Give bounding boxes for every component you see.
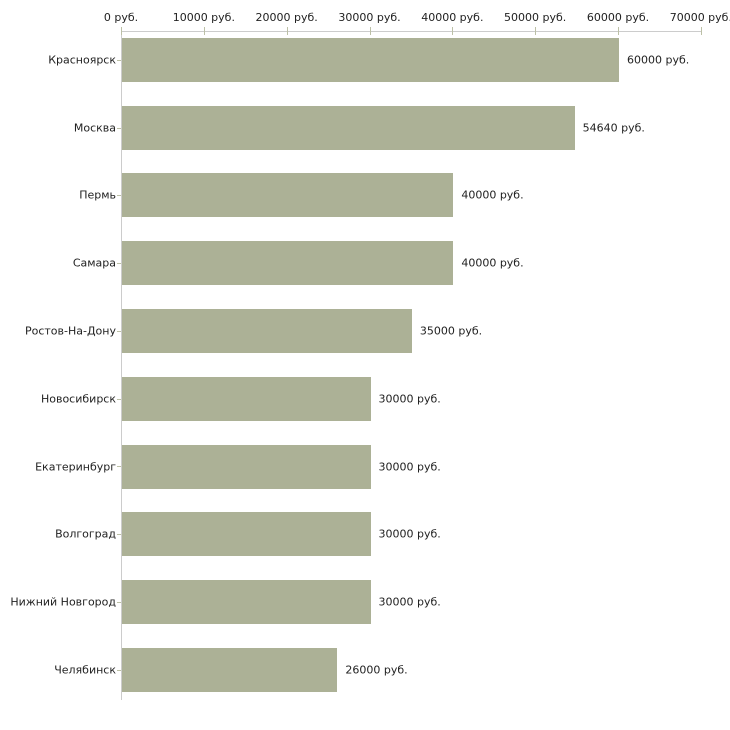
value-label: 54640 руб. [582, 121, 645, 134]
bar [122, 647, 338, 692]
bar [122, 580, 371, 625]
category-tick [117, 602, 121, 603]
value-label: 35000 руб. [419, 324, 483, 338]
category-tick [117, 60, 121, 61]
bar [122, 376, 371, 421]
category-tick [117, 195, 121, 196]
x-axis-tick [700, 27, 702, 35]
x-axis-line [121, 31, 702, 32]
category-label: Челябинск [54, 663, 116, 677]
x-axis-tick-label: 40000 руб. [421, 11, 484, 24]
x-axis-tick [535, 27, 537, 35]
value-label: 60000 руб. [627, 53, 690, 67]
category-label: Ростов-На-Дону [24, 324, 116, 338]
value-label: 40000 руб. [461, 188, 524, 202]
category-label: Самара [72, 256, 116, 270]
x-axis-tick-label: 10000 руб. [172, 11, 235, 24]
x-axis-tick-label: 60000 руб. [586, 11, 650, 24]
x-axis-tick-label: 50000 руб. [504, 11, 567, 24]
bar [122, 512, 371, 557]
bar [122, 444, 371, 489]
bar [122, 173, 454, 218]
category-tick [117, 466, 121, 467]
x-axis-tick [121, 27, 122, 35]
value-label: 30000 руб. [378, 527, 441, 541]
category-label: Пермь [79, 188, 116, 202]
category-tick [117, 128, 121, 129]
value-label: 30000 руб. [378, 595, 441, 609]
value-label: 30000 руб. [378, 392, 441, 406]
category-label: Нижний Новгород [10, 595, 116, 609]
category-tick [117, 670, 121, 671]
value-label: 26000 руб. [345, 663, 408, 677]
bar [122, 308, 412, 353]
x-axis-tick-label: 20000 руб. [255, 11, 318, 24]
bar [122, 37, 619, 82]
x-axis-tick [286, 27, 288, 35]
category-label: Екатеринбург [35, 460, 116, 473]
bar [122, 241, 454, 286]
value-label: 40000 руб. [461, 256, 524, 270]
bar [122, 105, 575, 150]
x-axis-tick-label: 70000 руб. [669, 11, 730, 24]
x-axis-tick [618, 27, 619, 35]
category-label: Красноярск [48, 53, 116, 67]
category-tick [117, 331, 121, 332]
x-axis-tick-label: 0 руб. [103, 11, 139, 24]
category-label: Волгоград [55, 527, 116, 541]
x-axis-tick-label: 30000 руб. [338, 11, 401, 24]
category-tick [117, 399, 121, 400]
category-tick [117, 263, 121, 264]
category-label: Новосибирск [40, 392, 116, 406]
x-axis-tick [452, 27, 454, 35]
y-axis-line [121, 31, 122, 700]
x-axis-tick [203, 27, 205, 35]
x-axis-tick [369, 27, 371, 35]
value-label: 30000 руб. [378, 460, 441, 473]
category-label: Москва [73, 121, 116, 134]
category-tick [117, 534, 121, 535]
